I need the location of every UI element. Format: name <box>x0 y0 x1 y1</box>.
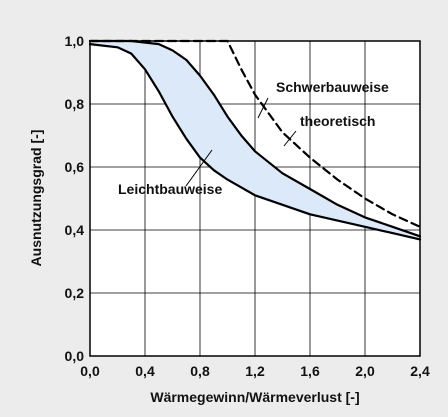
annotation-leichtbauweise: Leichtbauweise <box>118 181 222 197</box>
x-tick-label: 0,0 <box>80 363 100 379</box>
x-tick-label: 2,4 <box>410 363 430 379</box>
x-tick-label: 2,0 <box>355 363 375 379</box>
series-line-theoretisch <box>88 39 422 228</box>
leader-leicht <box>185 149 213 187</box>
x-tick-label: 0,8 <box>190 363 210 379</box>
gap-band <box>90 41 420 240</box>
series-layer <box>88 39 422 241</box>
y-axis-label: Ausnutzungsgrad [-] <box>28 130 44 267</box>
y-tick-label: 0,4 <box>65 222 85 238</box>
leader-theor <box>283 130 297 147</box>
annotation-schwerbauweise: Schwerbauweise <box>276 79 389 95</box>
x-tick-label: 1,2 <box>245 363 265 379</box>
y-tick-label: 0,2 <box>65 285 85 301</box>
tick-layer: 0,0 0,4 0,8 1,2 1,6 2,0 2,4 0,0 0,2 0,4 0,6 0,8 1,0 <box>65 33 430 379</box>
y-tick-label: 0,8 <box>65 96 85 112</box>
x-tick-label: 1,6 <box>300 363 320 379</box>
x-axis-label: Wärmegewinn/Wärmeverlust [-] <box>150 389 359 405</box>
plot-frame <box>89 40 421 357</box>
y-tick-label: 0,0 <box>65 348 85 364</box>
y-tick-label: 0,6 <box>65 159 85 175</box>
annotation-theoretisch: theoretisch <box>300 113 375 129</box>
x-tick-label: 0,4 <box>135 363 155 379</box>
y-tick-label: 1,0 <box>65 33 85 49</box>
series-line-leichtbauweise <box>88 43 422 241</box>
series-line-schwerbauweise <box>88 39 422 238</box>
leader-schwer <box>257 97 269 119</box>
